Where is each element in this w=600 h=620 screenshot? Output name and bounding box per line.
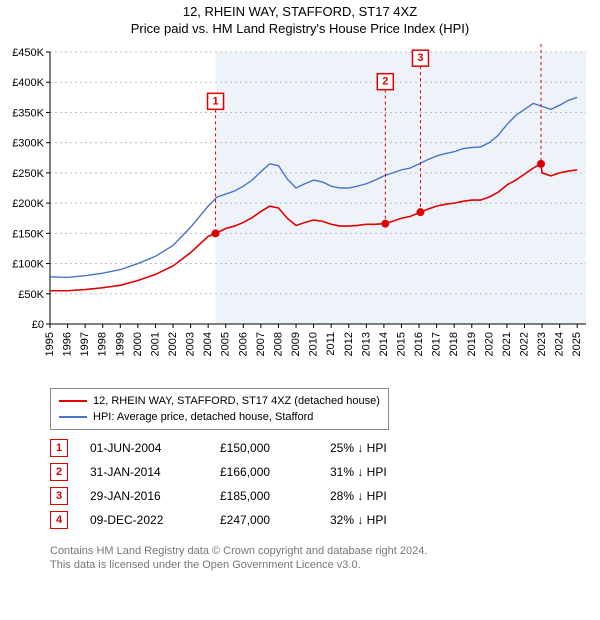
svg-text:2015: 2015	[395, 332, 407, 356]
svg-text:£100K: £100K	[12, 259, 44, 271]
svg-text:2023: 2023	[536, 332, 548, 356]
svg-text:£400K: £400K	[12, 77, 44, 89]
svg-text:2004: 2004	[202, 332, 214, 356]
svg-text:1996: 1996	[62, 332, 74, 356]
svg-text:£300K: £300K	[12, 138, 44, 150]
sale-dot-1	[212, 229, 220, 237]
svg-text:2020: 2020	[483, 332, 495, 356]
svg-text:2003: 2003	[185, 332, 197, 356]
sales-row-diff: 25% ↓ HPI	[330, 441, 450, 455]
sales-row-diff: 31% ↓ HPI	[330, 465, 450, 479]
sales-row-marker: 3	[50, 487, 68, 505]
svg-text:2001: 2001	[149, 332, 161, 356]
svg-text:2019: 2019	[466, 332, 478, 356]
svg-text:2011: 2011	[325, 332, 337, 356]
svg-text:2000: 2000	[132, 332, 144, 356]
legend-label: HPI: Average price, detached house, Staf…	[93, 409, 313, 425]
sales-row-date: 31-JAN-2014	[90, 465, 220, 479]
legend-row-1: HPI: Average price, detached house, Staf…	[59, 409, 380, 425]
sales-row-2: 2 31-JAN-2014£166,00031% ↓ HPI	[50, 460, 450, 484]
svg-text:1995: 1995	[44, 332, 56, 356]
svg-text:2007: 2007	[255, 332, 267, 356]
sales-row-3: 3 29-JAN-2016£185,00028% ↓ HPI	[50, 484, 450, 508]
sales-row-date: 09-DEC-2022	[90, 513, 220, 527]
svg-text:2014: 2014	[378, 332, 390, 356]
svg-text:£150K: £150K	[12, 228, 44, 240]
svg-text:2017: 2017	[431, 332, 443, 356]
sale-dot-4	[537, 160, 545, 168]
svg-text:2021: 2021	[501, 332, 513, 356]
sales-row-date: 01-JUN-2004	[90, 441, 220, 455]
sales-row-diff: 32% ↓ HPI	[330, 513, 450, 527]
sale-dot-2	[381, 220, 389, 228]
sales-row-price: £166,000	[220, 465, 330, 479]
sale-dot-3	[416, 208, 424, 216]
svg-text:1999: 1999	[114, 332, 126, 356]
footer-line-1: Contains HM Land Registry data © Crown c…	[50, 544, 427, 558]
svg-text:2025: 2025	[571, 332, 583, 356]
legend-swatch	[59, 416, 87, 418]
svg-text:2022: 2022	[518, 332, 530, 356]
sales-row-marker: 2	[50, 463, 68, 481]
legend-row-0: 12, RHEIN WAY, STAFFORD, ST17 4XZ (detac…	[59, 393, 380, 409]
svg-text:£250K: £250K	[12, 168, 44, 180]
page-title-address: 12, RHEIN WAY, STAFFORD, ST17 4XZ	[0, 4, 600, 19]
sales-row-price: £247,000	[220, 513, 330, 527]
sales-row-1: 1 01-JUN-2004£150,00025% ↓ HPI	[50, 436, 450, 460]
sales-row-diff: 28% ↓ HPI	[330, 489, 450, 503]
svg-text:£50K: £50K	[18, 289, 44, 301]
svg-text:2016: 2016	[413, 332, 425, 356]
chart-container: £0 £50K £100K £150K £200K £250K £300K £350K £400…	[0, 44, 600, 384]
footer-line-2: This data is licensed under the Open Gov…	[50, 558, 427, 572]
svg-text:1: 1	[212, 95, 218, 107]
sales-table: 1 01-JUN-2004£150,00025% ↓ HPI 2 31-JAN-201…	[50, 436, 450, 532]
sales-row-price: £185,000	[220, 489, 330, 503]
legend: 12, RHEIN WAY, STAFFORD, ST17 4XZ (detac…	[50, 388, 389, 430]
sales-row-marker: 4	[50, 511, 68, 529]
svg-text:2012: 2012	[343, 332, 355, 356]
svg-text:2013: 2013	[360, 332, 372, 356]
sales-row-marker: 1	[50, 439, 68, 457]
svg-text:1997: 1997	[79, 332, 91, 356]
svg-text:£450K: £450K	[12, 47, 44, 59]
svg-text:2024: 2024	[554, 332, 566, 356]
svg-text:2006: 2006	[237, 332, 249, 356]
price-chart: £0 £50K £100K £150K £200K £250K £300K £350K £400…	[0, 44, 600, 384]
svg-text:2010: 2010	[308, 332, 320, 356]
svg-text:2: 2	[382, 76, 388, 88]
page-title-subtitle: Price paid vs. HM Land Registry's House …	[0, 21, 600, 36]
svg-text:3: 3	[417, 52, 423, 64]
svg-text:2002: 2002	[167, 332, 179, 356]
legend-label: 12, RHEIN WAY, STAFFORD, ST17 4XZ (detac…	[93, 393, 380, 409]
attribution-footer: Contains HM Land Registry data © Crown c…	[50, 544, 427, 572]
sales-row-4: 4 09-DEC-2022£247,00032% ↓ HPI	[50, 508, 450, 532]
svg-text:£0: £0	[32, 319, 44, 331]
sales-row-date: 29-JAN-2016	[90, 489, 220, 503]
legend-swatch	[59, 400, 87, 402]
sales-row-price: £150,000	[220, 441, 330, 455]
svg-text:2009: 2009	[290, 332, 302, 356]
svg-text:1998: 1998	[97, 332, 109, 356]
svg-text:£200K: £200K	[12, 198, 44, 210]
svg-text:2005: 2005	[220, 332, 232, 356]
svg-text:2018: 2018	[448, 332, 460, 356]
svg-text:£350K: £350K	[12, 107, 44, 119]
svg-text:2008: 2008	[272, 332, 284, 356]
